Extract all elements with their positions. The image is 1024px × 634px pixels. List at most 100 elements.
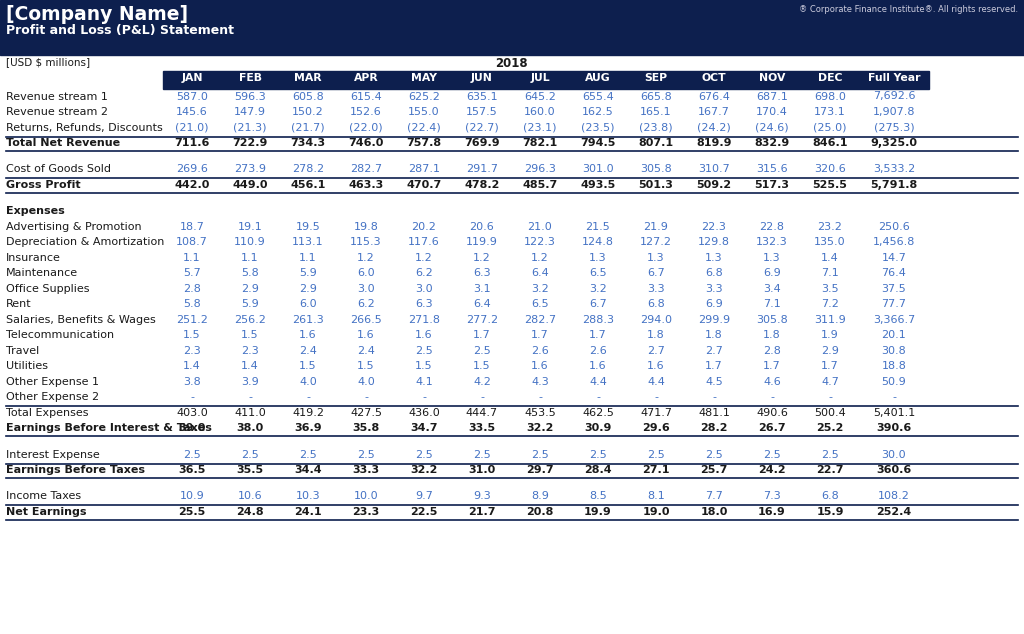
- Text: 3.8: 3.8: [183, 377, 201, 387]
- Text: 162.5: 162.5: [582, 107, 613, 117]
- Text: 19.8: 19.8: [353, 222, 379, 231]
- Text: Other Expense 2: Other Expense 2: [6, 392, 99, 402]
- Text: 4.2: 4.2: [473, 377, 490, 387]
- Text: 2.5: 2.5: [706, 450, 723, 460]
- Text: 1.5: 1.5: [357, 361, 375, 371]
- Text: APR: APR: [353, 73, 379, 83]
- Text: Telecommunication: Telecommunication: [6, 330, 114, 340]
- Text: 277.2: 277.2: [466, 314, 498, 325]
- Text: 463.3: 463.3: [348, 180, 384, 190]
- Text: -: -: [596, 392, 600, 402]
- Text: 1.1: 1.1: [183, 253, 201, 262]
- Text: 4.5: 4.5: [706, 377, 723, 387]
- Text: 470.7: 470.7: [407, 180, 441, 190]
- Text: 1.7: 1.7: [589, 330, 607, 340]
- Text: 1.5: 1.5: [473, 361, 490, 371]
- Text: 32.2: 32.2: [526, 424, 554, 433]
- Text: 2.6: 2.6: [531, 346, 549, 356]
- Text: (22.0): (22.0): [349, 122, 383, 133]
- Text: 9.7: 9.7: [415, 491, 433, 501]
- Text: 25.7: 25.7: [700, 465, 728, 475]
- Text: 2.5: 2.5: [647, 450, 665, 460]
- Text: 127.2: 127.2: [640, 237, 672, 247]
- Text: Office Supplies: Office Supplies: [6, 283, 89, 294]
- Text: 1.1: 1.1: [299, 253, 316, 262]
- Text: 5.8: 5.8: [183, 299, 201, 309]
- Text: 273.9: 273.9: [234, 164, 266, 174]
- Text: 4.4: 4.4: [589, 377, 607, 387]
- Text: 37.5: 37.5: [882, 283, 906, 294]
- Text: 1.7: 1.7: [706, 361, 723, 371]
- Text: 676.4: 676.4: [698, 91, 730, 101]
- Text: 14.7: 14.7: [882, 253, 906, 262]
- Text: 145.6: 145.6: [176, 107, 208, 117]
- Text: 2.5: 2.5: [357, 450, 375, 460]
- Text: 1,907.8: 1,907.8: [872, 107, 915, 117]
- Text: Total Net Revenue: Total Net Revenue: [6, 138, 120, 148]
- Text: Earnings Before Taxes: Earnings Before Taxes: [6, 465, 145, 475]
- Text: 734.3: 734.3: [291, 138, 326, 148]
- Text: 251.2: 251.2: [176, 314, 208, 325]
- Text: 1.7: 1.7: [763, 361, 781, 371]
- Text: 271.8: 271.8: [408, 314, 440, 325]
- Text: 76.4: 76.4: [882, 268, 906, 278]
- Text: 2.8: 2.8: [763, 346, 781, 356]
- Text: 287.1: 287.1: [408, 164, 440, 174]
- Text: 122.3: 122.3: [524, 237, 556, 247]
- Text: 296.3: 296.3: [524, 164, 556, 174]
- Text: 24.2: 24.2: [758, 465, 785, 475]
- Text: 605.8: 605.8: [292, 91, 324, 101]
- Text: 18.7: 18.7: [179, 222, 205, 231]
- Text: 1.6: 1.6: [357, 330, 375, 340]
- Text: 2.5: 2.5: [415, 346, 433, 356]
- Text: 35.5: 35.5: [237, 465, 263, 475]
- Text: 261.3: 261.3: [292, 314, 324, 325]
- Text: Cost of Goods Sold: Cost of Goods Sold: [6, 164, 111, 174]
- Text: 3.4: 3.4: [763, 283, 781, 294]
- Text: 77.7: 77.7: [882, 299, 906, 309]
- Text: 147.9: 147.9: [234, 107, 266, 117]
- Text: Earnings Before Interest & Taxes: Earnings Before Interest & Taxes: [6, 424, 212, 433]
- Text: 16.9: 16.9: [758, 507, 785, 517]
- Text: 29.7: 29.7: [526, 465, 554, 475]
- Text: 3.0: 3.0: [415, 283, 433, 294]
- Text: 2.9: 2.9: [821, 346, 839, 356]
- Text: 449.0: 449.0: [232, 180, 267, 190]
- Text: 6.3: 6.3: [473, 268, 490, 278]
- Text: 1.2: 1.2: [531, 253, 549, 262]
- Text: 173.1: 173.1: [814, 107, 846, 117]
- Text: 6.7: 6.7: [647, 268, 665, 278]
- Text: 157.5: 157.5: [466, 107, 498, 117]
- Text: 2018: 2018: [495, 57, 527, 70]
- Text: 436.0: 436.0: [409, 408, 440, 418]
- Text: 291.7: 291.7: [466, 164, 498, 174]
- Text: 462.5: 462.5: [582, 408, 614, 418]
- Text: 3.2: 3.2: [589, 283, 607, 294]
- Text: 299.9: 299.9: [698, 314, 730, 325]
- Text: (23.8): (23.8): [639, 122, 673, 133]
- Text: 2.7: 2.7: [706, 346, 723, 356]
- Text: 1.6: 1.6: [647, 361, 665, 371]
- Text: Travel: Travel: [6, 346, 39, 356]
- Text: 1.8: 1.8: [647, 330, 665, 340]
- Text: 4.3: 4.3: [531, 377, 549, 387]
- Text: 769.9: 769.9: [464, 138, 500, 148]
- Text: 3.0: 3.0: [357, 283, 375, 294]
- Text: 6.4: 6.4: [473, 299, 490, 309]
- Text: 832.9: 832.9: [755, 138, 790, 148]
- Text: 6.8: 6.8: [821, 491, 839, 501]
- Text: Revenue stream 1: Revenue stream 1: [6, 91, 108, 101]
- Text: 19.1: 19.1: [238, 222, 262, 231]
- Text: 18.0: 18.0: [700, 507, 728, 517]
- Text: 170.4: 170.4: [756, 107, 787, 117]
- Text: 2.5: 2.5: [821, 450, 839, 460]
- Text: 23.3: 23.3: [352, 507, 380, 517]
- Text: 155.0: 155.0: [409, 107, 440, 117]
- Text: Profit and Loss (P&L) Statement: Profit and Loss (P&L) Statement: [6, 24, 234, 37]
- Text: 478.2: 478.2: [464, 180, 500, 190]
- Text: 846.1: 846.1: [812, 138, 848, 148]
- Text: Net Earnings: Net Earnings: [6, 507, 86, 517]
- Text: 132.3: 132.3: [756, 237, 787, 247]
- Text: [USD $ millions]: [USD $ millions]: [6, 57, 90, 67]
- Text: 6.4: 6.4: [531, 268, 549, 278]
